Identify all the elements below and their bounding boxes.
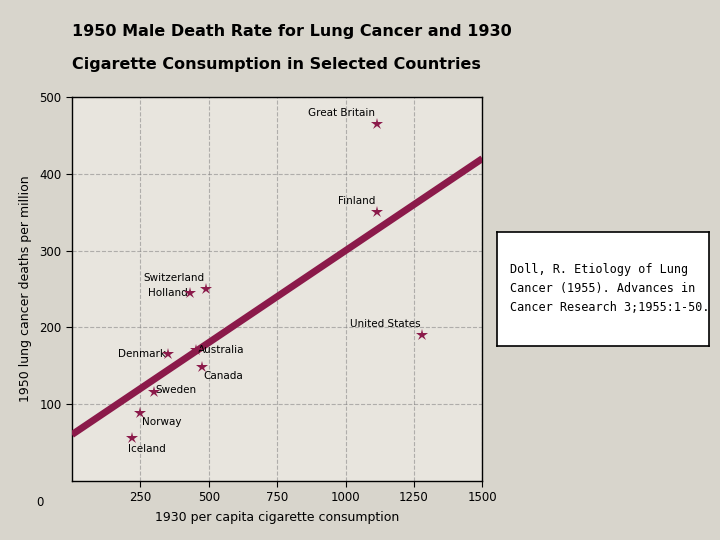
Text: 1950 Male Death Rate for Lung Cancer and 1930: 1950 Male Death Rate for Lung Cancer and… [72, 24, 512, 39]
Text: Canada: Canada [204, 372, 243, 381]
Text: Holland: Holland [148, 288, 188, 298]
Text: Australia: Australia [198, 345, 245, 355]
Text: Finland: Finland [338, 197, 375, 206]
Text: Switzerland: Switzerland [143, 273, 204, 283]
Y-axis label: 1950 lung cancer deaths per million: 1950 lung cancer deaths per million [19, 176, 32, 402]
Text: Cigarette Consumption in Selected Countries: Cigarette Consumption in Selected Countr… [72, 57, 481, 72]
Text: Iceland: Iceland [128, 444, 166, 454]
X-axis label: 1930 per capita cigarette consumption: 1930 per capita cigarette consumption [155, 511, 400, 524]
Text: United States: United States [350, 319, 420, 329]
Text: 0: 0 [36, 496, 43, 509]
Text: Sweden: Sweden [156, 385, 197, 395]
Text: Doll, R. Etiology of Lung
Cancer (1955). Advances in
Cancer Research 3;1955:1-50: Doll, R. Etiology of Lung Cancer (1955).… [510, 264, 709, 314]
Text: Great Britain: Great Britain [308, 109, 375, 118]
Text: Norway: Norway [142, 417, 181, 427]
Text: Denmark: Denmark [118, 349, 166, 359]
